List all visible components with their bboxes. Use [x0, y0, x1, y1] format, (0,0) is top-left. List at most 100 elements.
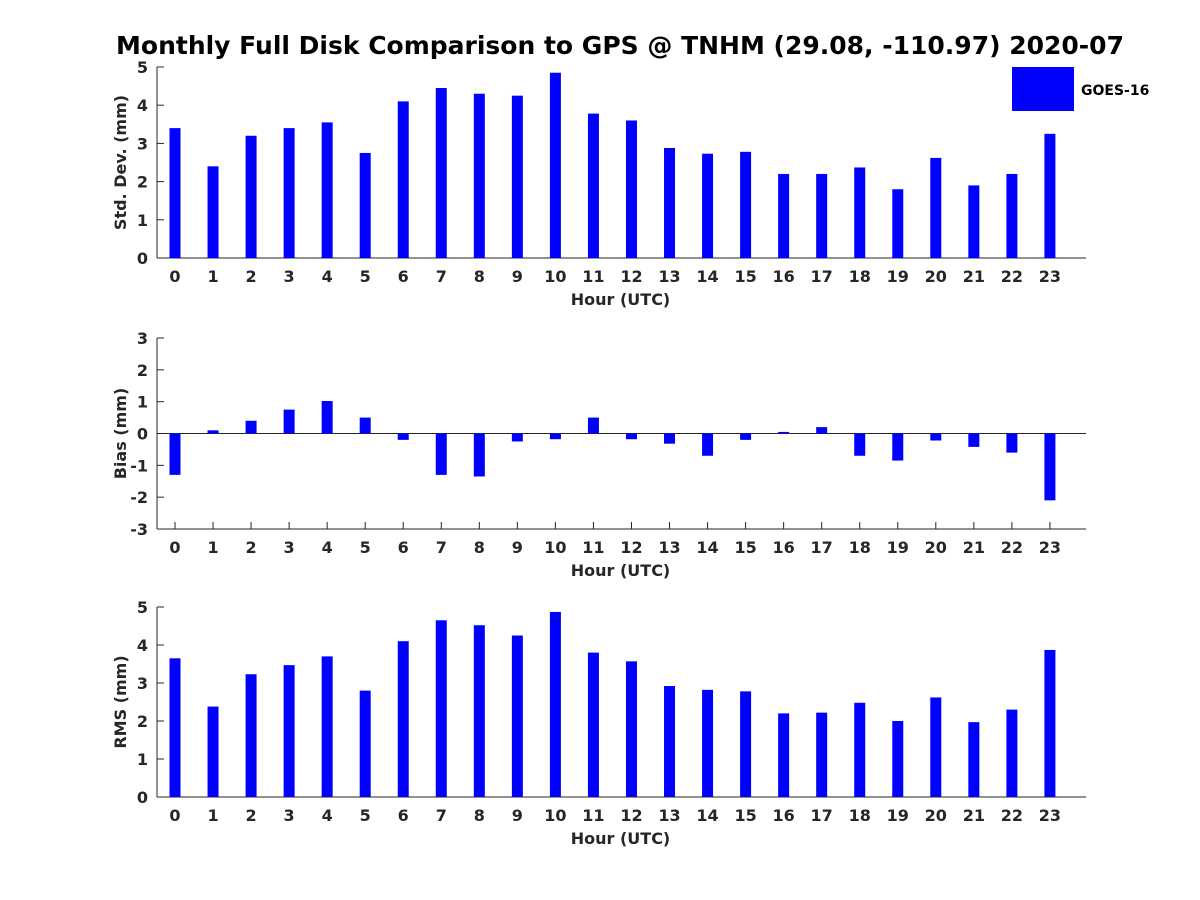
rms-bar	[435, 620, 447, 797]
legend: GOES-16	[1012, 67, 1149, 111]
std-dev-bar	[435, 88, 447, 258]
bias-x-tick-label: 17	[811, 538, 833, 557]
bias-bar	[549, 433, 561, 440]
rms-y-tick-label: 3	[137, 674, 148, 693]
bias-y-tick-label: -2	[130, 488, 148, 507]
std-dev-x-tick-label: 19	[887, 267, 909, 286]
rms-bar	[664, 686, 676, 797]
bias-bar	[473, 433, 485, 477]
rms-x-tick-label: 3	[284, 806, 295, 825]
std-dev-y-axis-label: Std. Dev. (mm)	[111, 95, 130, 230]
rms-x-tick-label: 15	[734, 806, 756, 825]
rms-x-tick-label: 2	[246, 806, 257, 825]
bias-bar	[1006, 433, 1018, 453]
bias-y-tick-label: -1	[130, 456, 148, 475]
bias-bar	[435, 433, 447, 475]
std-dev-x-tick-label: 11	[582, 267, 604, 286]
std-dev-x-tick-label: 23	[1039, 267, 1061, 286]
std-dev-x-tick-label: 1	[207, 267, 218, 286]
bias-bar	[664, 433, 676, 444]
rms-bar	[321, 656, 333, 797]
bias-y-axis-label: Bias (mm)	[111, 388, 130, 480]
std-dev-x-tick-label: 14	[696, 267, 718, 286]
bias-bar	[702, 433, 714, 456]
rms-x-tick-label: 21	[963, 806, 985, 825]
std-dev-x-tick-label: 8	[474, 267, 485, 286]
bias-bar	[397, 433, 409, 440]
bias-y-tick-label: 3	[137, 329, 148, 348]
rms-bar	[968, 722, 980, 797]
bias-y-tick-label: 2	[137, 361, 148, 380]
bias-bar	[359, 417, 371, 434]
rms-bar	[549, 611, 561, 797]
bias-x-tick-label: 9	[512, 538, 523, 557]
rms-bar	[854, 702, 866, 797]
rms-y-tick-label: 0	[137, 788, 148, 807]
std-dev-x-tick-label: 16	[773, 267, 795, 286]
rms-x-tick-label: 6	[398, 806, 409, 825]
std-dev-bar	[816, 173, 828, 258]
std-dev-bar	[625, 120, 637, 258]
bias-y-tick-label: -3	[130, 520, 148, 539]
std-dev-x-tick-label: 2	[246, 267, 257, 286]
rms-x-tick-label: 13	[658, 806, 680, 825]
bias-x-tick-label: 8	[474, 538, 485, 557]
rms-bar	[473, 625, 485, 797]
rms-x-tick-label: 17	[811, 806, 833, 825]
std-dev-x-tick-label: 18	[849, 267, 871, 286]
std-dev-bar	[549, 72, 561, 258]
std-dev-bar	[283, 128, 295, 258]
bias-x-tick-label: 15	[734, 538, 756, 557]
bias-bar	[587, 417, 599, 434]
std-dev-bar	[968, 185, 980, 258]
bias-x-tick-label: 14	[696, 538, 718, 557]
std-dev-bar	[664, 147, 676, 258]
rms-bar	[892, 721, 904, 797]
std-dev-x-tick-label: 6	[398, 267, 409, 286]
std-dev-y-tick-label: 1	[137, 211, 148, 230]
bias-x-tick-label: 11	[582, 538, 604, 557]
bias-bar	[854, 433, 866, 456]
rms-bar	[702, 689, 714, 797]
rms-x-tick-label: 4	[322, 806, 333, 825]
rms-bar	[778, 713, 790, 797]
rms-x-tick-label: 1	[207, 806, 218, 825]
rms-x-tick-label: 9	[512, 806, 523, 825]
std-dev-bar	[702, 153, 714, 258]
rms-bar	[359, 690, 371, 797]
bias-x-tick-label: 3	[284, 538, 295, 557]
rms-bar	[740, 691, 752, 797]
std-dev-bar	[1006, 173, 1018, 258]
rms-x-tick-label: 8	[474, 806, 485, 825]
std-dev-y-tick-label: 3	[137, 134, 148, 153]
std-dev-x-tick-label: 10	[544, 267, 566, 286]
rms-bar	[283, 665, 295, 797]
std-dev-bar	[397, 101, 409, 258]
std-dev-x-tick-label: 0	[169, 267, 180, 286]
bias-y-tick-label: 0	[137, 425, 148, 444]
bias-x-tick-label: 4	[322, 538, 333, 557]
bias-x-tick-label: 20	[925, 538, 947, 557]
bias-x-tick-label: 22	[1001, 538, 1023, 557]
std-dev-bar	[321, 122, 333, 258]
rms-x-tick-label: 12	[620, 806, 642, 825]
rms-x-tick-label: 22	[1001, 806, 1023, 825]
std-dev-bar	[245, 135, 257, 258]
bias-x-tick-label: 23	[1039, 538, 1061, 557]
rms-y-tick-label: 5	[137, 598, 148, 617]
std-dev-bar	[359, 152, 371, 258]
std-dev-bar	[892, 189, 904, 258]
rms-bar	[930, 697, 942, 797]
std-dev-bar	[778, 173, 790, 258]
rms-bar	[397, 641, 409, 797]
bias-x-axis-label: Hour (UTC)	[571, 561, 671, 580]
rms-bar	[1044, 649, 1056, 797]
bias-x-tick-label: 6	[398, 538, 409, 557]
std-dev-x-tick-label: 12	[620, 267, 642, 286]
bias-bar	[169, 433, 181, 475]
bias-bar	[207, 430, 219, 434]
bias-x-tick-label: 19	[887, 538, 909, 557]
